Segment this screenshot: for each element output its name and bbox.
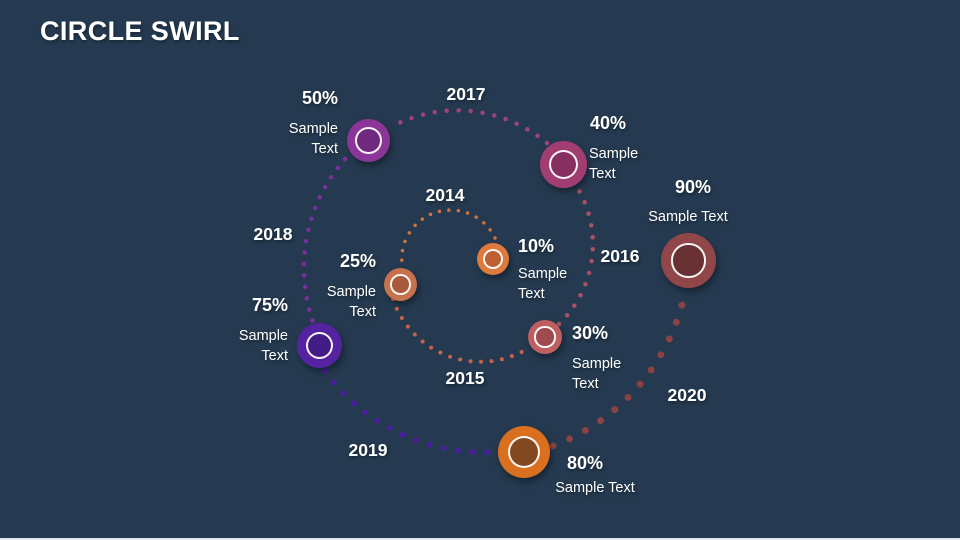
- pct-label-40: 40%: [590, 113, 627, 133]
- milestone-circle-75pct: [297, 323, 342, 368]
- year-label-2019: 2019: [348, 440, 388, 460]
- sample-text-10: Sample Text: [518, 266, 568, 302]
- milestone-circle-90pct: [661, 233, 716, 288]
- spiral-segment-2020: [549, 289, 689, 450]
- milestone-circle-75pct-core: [305, 331, 334, 360]
- milestone-circle-30pct-core: [534, 326, 556, 348]
- sample-text-75: Sample Text: [238, 328, 288, 364]
- year-label-2014: 2014: [425, 185, 465, 205]
- year-label-2020: 2020: [667, 385, 707, 405]
- spiral-segment-2016: [556, 184, 596, 327]
- pct-label-75: 75%: [251, 295, 288, 315]
- year-label-2017: 2017: [446, 84, 486, 104]
- spiral-segment-2018: [301, 156, 348, 325]
- sample-text-50: Sample Text: [288, 121, 338, 157]
- milestone-circle-40pct-core: [548, 149, 579, 180]
- sample-text-80: Sample Text: [555, 480, 635, 496]
- milestone-circle-90pct-core: [671, 243, 706, 278]
- sample-text-30: Sample Text: [572, 356, 622, 392]
- milestone-circle-50pct: [347, 119, 390, 162]
- milestone-circle-50pct-core: [355, 127, 382, 154]
- pct-label-30: 30%: [572, 323, 609, 343]
- pct-label-10: 10%: [518, 236, 555, 256]
- milestone-circle-30pct: [528, 320, 562, 354]
- milestone-circle-80pct-core: [507, 435, 541, 469]
- slide-title: CIRCLE SWIRL: [40, 16, 240, 46]
- spiral-segment-2015: [391, 297, 529, 364]
- year-label-2016: 2016: [600, 246, 640, 266]
- year-label-2015: 2015: [445, 368, 485, 388]
- pct-label-50: 50%: [301, 88, 338, 108]
- spiral-segment-2017: [388, 108, 550, 146]
- milestone-circle-80pct: [498, 426, 550, 478]
- milestone-circle-10pct: [477, 243, 509, 275]
- sample-text-40: Sample Text: [589, 146, 639, 182]
- milestone-circle-40pct: [540, 141, 587, 188]
- pct-label-90: 90%: [674, 177, 712, 197]
- milestone-circle-25pct-core: [390, 274, 411, 295]
- milestone-circle-25pct: [384, 268, 417, 301]
- spiral-segment-2019: [322, 368, 498, 456]
- slide-bottom-border: [0, 538, 960, 540]
- milestone-circle-10pct-core: [483, 249, 503, 269]
- spiral-segment-2014: [400, 208, 497, 266]
- sample-text-25: Sample Text: [326, 284, 376, 320]
- pct-label-25: 25%: [339, 251, 376, 271]
- sample-text-90: Sample Text: [648, 209, 728, 225]
- year-label-2018: 2018: [253, 224, 293, 244]
- pct-label-80: 80%: [566, 453, 604, 473]
